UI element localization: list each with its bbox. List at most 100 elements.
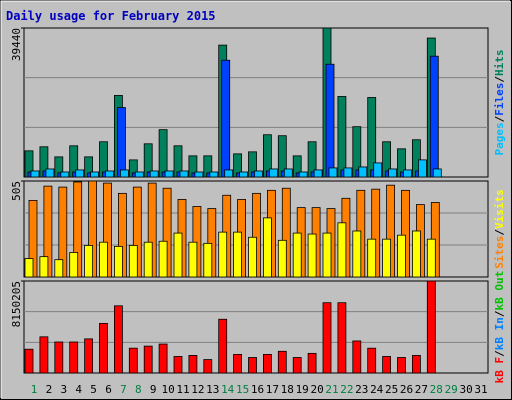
bar bbox=[128, 347, 138, 374]
bar bbox=[158, 129, 168, 178]
bar bbox=[45, 168, 55, 178]
bar bbox=[24, 258, 34, 278]
legend-entry: kB In bbox=[493, 317, 506, 350]
bar bbox=[403, 169, 412, 178]
bar bbox=[277, 239, 287, 278]
bar bbox=[75, 169, 85, 178]
bar bbox=[325, 63, 335, 178]
bar bbox=[283, 168, 293, 178]
x-tick-label: 25 bbox=[385, 383, 398, 396]
legend-entry: Pages bbox=[493, 122, 506, 155]
bar bbox=[203, 242, 213, 278]
bar bbox=[352, 230, 362, 278]
bar bbox=[194, 171, 204, 178]
x-tick-label: 14 bbox=[221, 383, 235, 396]
bar bbox=[69, 252, 79, 278]
y-tick-label: 39440 bbox=[10, 28, 23, 61]
bar bbox=[54, 341, 64, 374]
bar bbox=[143, 241, 153, 278]
legend-separator: / bbox=[493, 350, 506, 357]
bar bbox=[188, 355, 198, 374]
bar bbox=[352, 340, 362, 374]
bar bbox=[24, 348, 34, 374]
x-tick-label: 31 bbox=[474, 383, 487, 396]
x-tick-label: 1 bbox=[31, 383, 38, 396]
x-tick-label: 12 bbox=[191, 383, 204, 396]
x-tick-label: 5 bbox=[90, 383, 97, 396]
x-tick-label: 20 bbox=[310, 383, 323, 396]
x-tick-label: 11 bbox=[176, 383, 189, 396]
bar bbox=[105, 170, 114, 178]
bar bbox=[54, 259, 64, 278]
x-tick-label: 23 bbox=[355, 383, 368, 396]
bar bbox=[221, 59, 231, 178]
bar bbox=[30, 170, 40, 178]
bar bbox=[218, 231, 228, 278]
bar bbox=[292, 357, 302, 374]
bar bbox=[337, 222, 347, 278]
bar bbox=[248, 357, 257, 374]
legend-entry: kB Out bbox=[493, 271, 506, 311]
x-tick-label: 24 bbox=[370, 383, 384, 396]
bar bbox=[218, 318, 228, 374]
x-tick-label: 27 bbox=[415, 383, 428, 396]
x-tick-label: 7 bbox=[120, 383, 127, 396]
bar bbox=[411, 355, 421, 374]
bar bbox=[158, 240, 168, 278]
x-tick-label: 18 bbox=[281, 383, 294, 396]
bar bbox=[358, 166, 368, 178]
chart-title: Daily usage for February 2015 bbox=[6, 9, 216, 23]
bar bbox=[120, 169, 129, 178]
x-tick-label: 16 bbox=[251, 383, 264, 396]
bar bbox=[382, 238, 392, 278]
bar bbox=[114, 245, 123, 278]
y-tick-label: 8150205 bbox=[10, 281, 23, 327]
bar bbox=[209, 171, 219, 178]
bar bbox=[373, 162, 383, 178]
bar bbox=[322, 302, 332, 374]
legend-entry: kB F bbox=[493, 357, 506, 384]
bar bbox=[254, 170, 263, 178]
bar bbox=[367, 347, 377, 374]
bar bbox=[114, 305, 123, 374]
x-tick-label: 3 bbox=[60, 383, 67, 396]
bar bbox=[239, 171, 249, 178]
legend: Pages/Files/Hits bbox=[493, 50, 506, 156]
legend-entry: Visits bbox=[493, 189, 506, 229]
legend-separator: / bbox=[493, 76, 506, 83]
bar bbox=[90, 171, 99, 178]
x-tick-label: 6 bbox=[105, 383, 112, 396]
bar bbox=[277, 350, 287, 374]
bar bbox=[367, 238, 377, 278]
bar bbox=[397, 357, 406, 374]
bar bbox=[307, 352, 317, 374]
bar bbox=[429, 55, 439, 178]
legend-separator: / bbox=[493, 310, 506, 317]
bar bbox=[179, 170, 189, 178]
bar bbox=[99, 241, 108, 278]
bar bbox=[128, 245, 138, 278]
x-tick-label: 2 bbox=[46, 383, 53, 396]
bar bbox=[322, 232, 332, 278]
bar bbox=[84, 245, 93, 278]
x-tick-label: 17 bbox=[266, 383, 279, 396]
legend: Sites/Visits bbox=[493, 189, 506, 269]
bar bbox=[84, 338, 93, 374]
x-tick-label: 9 bbox=[150, 383, 157, 396]
legend-entry: Hits bbox=[493, 50, 506, 77]
legend: kB F/kB In/kB Out bbox=[493, 271, 506, 384]
bar bbox=[117, 107, 126, 178]
legend-entry: Files bbox=[493, 83, 506, 116]
bar bbox=[426, 280, 436, 374]
bar bbox=[343, 167, 353, 178]
bar bbox=[328, 167, 338, 178]
x-tick-label: 30 bbox=[459, 383, 472, 396]
x-tick-label: 19 bbox=[296, 383, 309, 396]
y-tick-label: 505 bbox=[10, 181, 23, 201]
bar bbox=[397, 234, 406, 278]
bar bbox=[69, 341, 79, 374]
legend-entry: Sites bbox=[493, 236, 506, 269]
bar bbox=[188, 241, 198, 278]
bar bbox=[203, 359, 213, 374]
